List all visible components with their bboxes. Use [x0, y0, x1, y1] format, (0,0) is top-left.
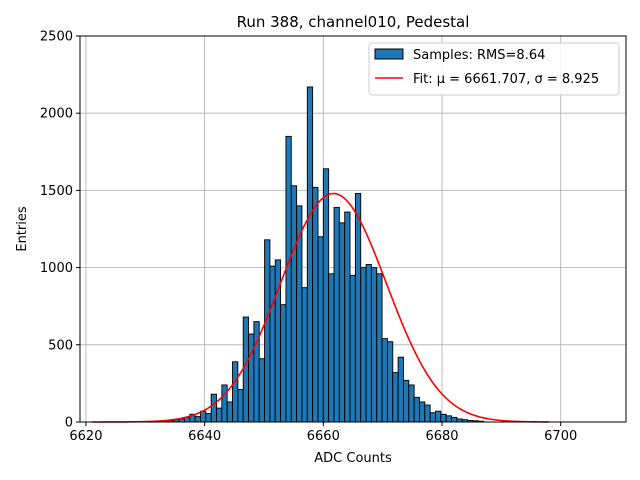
histogram-bar [290, 185, 298, 423]
histogram-bar [338, 222, 346, 423]
axis-ticks: 6620 6640 6660 6680 6700 0 500 1000 1500 2000 2500 [40, 30, 577, 445]
histogram-bar [349, 274, 356, 423]
histogram-bar [424, 404, 431, 423]
histogram-bar [258, 358, 266, 423]
y-tick-label: 500 [48, 338, 73, 353]
fit-curve [91, 192, 549, 423]
y-tick-label: 2500 [40, 30, 73, 45]
histogram-bar [210, 393, 217, 423]
legend: Samples: RMS=8.64 Fit: μ = 6661.707, σ =… [368, 42, 620, 96]
histogram-bar [370, 267, 378, 423]
histogram-bar [354, 193, 362, 423]
histogram-bar [440, 413, 447, 423]
histogram-bar [269, 265, 276, 423]
histogram-bar [280, 304, 287, 423]
histogram-bar [312, 186, 319, 423]
histogram-bar [328, 273, 335, 423]
y-tick-label: 0 [65, 416, 73, 431]
histogram-bar [200, 410, 207, 423]
histogram-bar [402, 379, 410, 423]
histogram-bar [413, 396, 420, 423]
x-tick-label: 6680 [425, 429, 458, 444]
histogram-bar [419, 401, 426, 423]
histogram-bar [445, 415, 452, 423]
histogram-bar [365, 264, 372, 423]
legend-label-fit: Fit: μ = 6661.707, σ = 8.925 [413, 72, 599, 87]
histogram-bar [285, 135, 292, 423]
x-tick-label: 6620 [69, 429, 102, 444]
histogram-bar [429, 412, 436, 423]
histogram-bar [333, 206, 340, 423]
histogram-bar [392, 372, 399, 423]
y-axis-label: Entries [15, 206, 30, 252]
histogram-bar [306, 86, 314, 423]
histogram-bar [248, 333, 255, 423]
histogram-bar [242, 316, 249, 423]
histogram-bar [386, 341, 394, 423]
y-tick-label: 2000 [40, 107, 73, 122]
histogram-bar [205, 413, 212, 423]
histogram-bar [301, 287, 308, 423]
x-axis-label: ADC Counts [314, 451, 392, 466]
x-tick-label: 6700 [544, 429, 577, 444]
histogram-bar [344, 211, 351, 423]
fit-curve-group [91, 192, 549, 423]
histogram-bar [264, 239, 271, 423]
histogram-bar [435, 410, 442, 423]
histogram-bar [194, 416, 201, 423]
histogram-bar [237, 389, 244, 423]
histogram-bars [162, 86, 485, 423]
histogram-bar [408, 384, 415, 423]
legend-swatch-histogram [374, 48, 404, 60]
x-tick-label: 6640 [188, 429, 221, 444]
histogram-bar [317, 236, 324, 423]
legend-box [368, 42, 620, 96]
histogram-bar [360, 267, 367, 423]
histogram-bar [397, 356, 404, 423]
y-tick-label: 1500 [40, 184, 73, 199]
x-tick-label: 6660 [307, 429, 340, 444]
histogram-bar [381, 338, 388, 423]
histogram-bar [221, 384, 228, 423]
y-tick-label: 1000 [40, 261, 73, 276]
histogram-bar [226, 401, 233, 423]
plot-frame [79, 35, 627, 423]
histogram-bar [376, 273, 383, 423]
histogram-bar [216, 407, 223, 423]
histogram-bar [322, 168, 330, 423]
legend-label-histogram: Samples: RMS=8.64 [413, 48, 545, 63]
histogram-bar [451, 416, 458, 423]
histogram-bar [232, 361, 239, 423]
chart-title: Run 388, channel010, Pedestal [237, 13, 470, 31]
